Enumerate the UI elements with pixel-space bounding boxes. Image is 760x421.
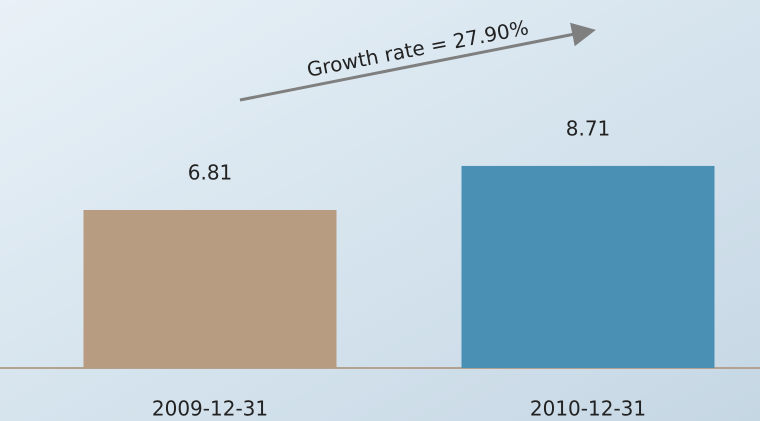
value-label: 8.71 [566,116,611,140]
bar [84,210,337,368]
x-tick-label: 2010-12-31 [530,397,646,421]
page: {"chart_data": {"type": "bar", "categori… [0,0,760,421]
bar [462,166,715,368]
chart: Growth rate = 27.90% 6.812009-12-318.712… [0,0,760,421]
value-label: 6.81 [188,161,233,185]
x-tick-label: 2009-12-31 [152,397,268,421]
